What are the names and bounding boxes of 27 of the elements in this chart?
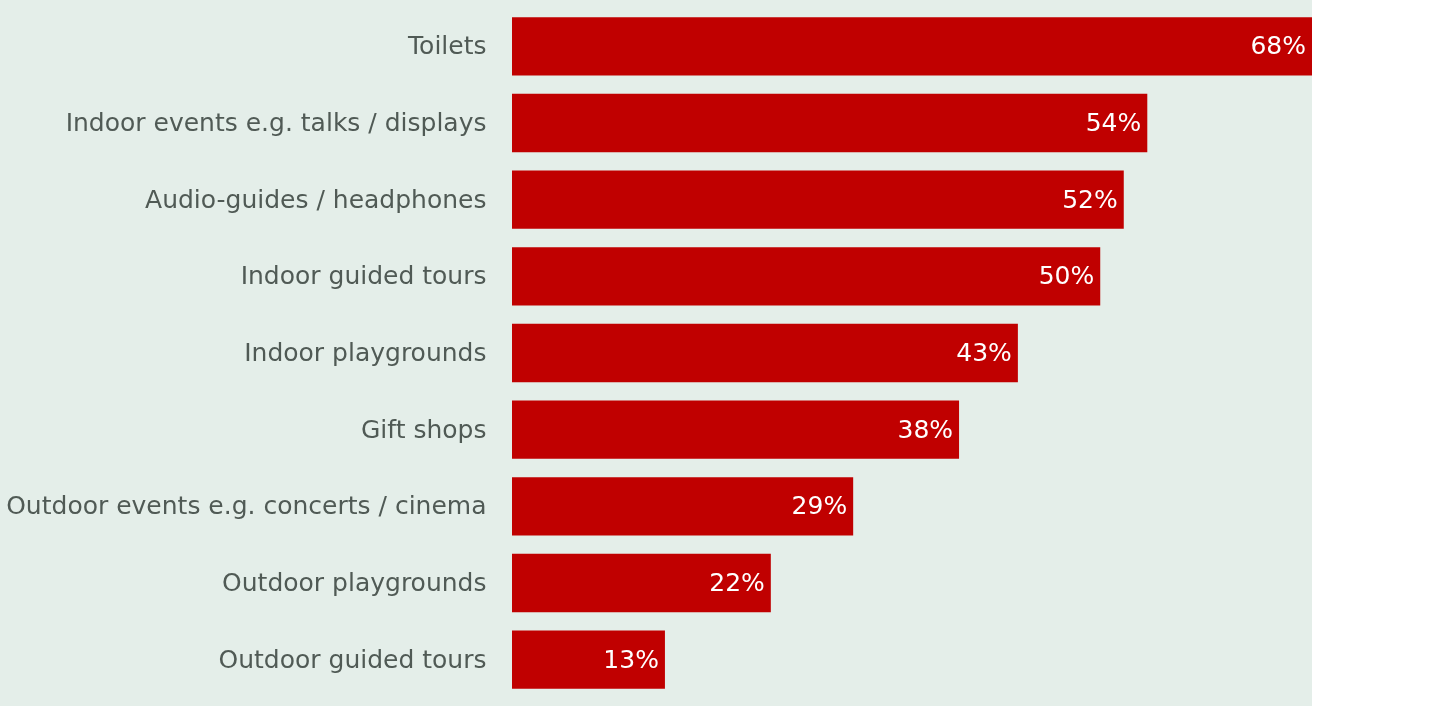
bar	[512, 323, 1018, 383]
data-label: 13%	[603, 644, 659, 674]
y-tick-label: Toilets	[407, 31, 487, 61]
bar	[512, 630, 665, 689]
data-label: 68%	[1250, 31, 1306, 61]
y-tick-label: Indoor events e.g. talks / displays	[65, 108, 487, 137]
data-label: 22%	[709, 568, 765, 597]
bar	[512, 553, 771, 613]
bar	[512, 477, 854, 536]
bar	[512, 247, 1101, 306]
bar	[512, 400, 960, 459]
data-label: 38%	[897, 414, 954, 444]
y-tick-label: Outdoor events e.g. concerts / cinema	[6, 491, 487, 521]
data-label: 54%	[1085, 108, 1142, 137]
bar	[512, 17, 1312, 76]
y-tick-label: Gift shops	[361, 414, 487, 444]
data-label: 50%	[1038, 261, 1095, 291]
y-tick-label: Indoor playgrounds	[244, 338, 487, 367]
bar	[512, 170, 1124, 229]
data-label: 43%	[956, 338, 1012, 367]
bar	[512, 93, 1148, 153]
y-tick-label: Indoor guided tours	[240, 261, 487, 291]
data-label: 52%	[1062, 184, 1118, 214]
y-tick-label: Audio-guides / headphones	[145, 184, 487, 214]
y-tick-label: Outdoor playgrounds	[222, 568, 487, 597]
data-label: 29%	[791, 491, 848, 521]
y-tick-label: Outdoor guided tours	[218, 644, 487, 674]
